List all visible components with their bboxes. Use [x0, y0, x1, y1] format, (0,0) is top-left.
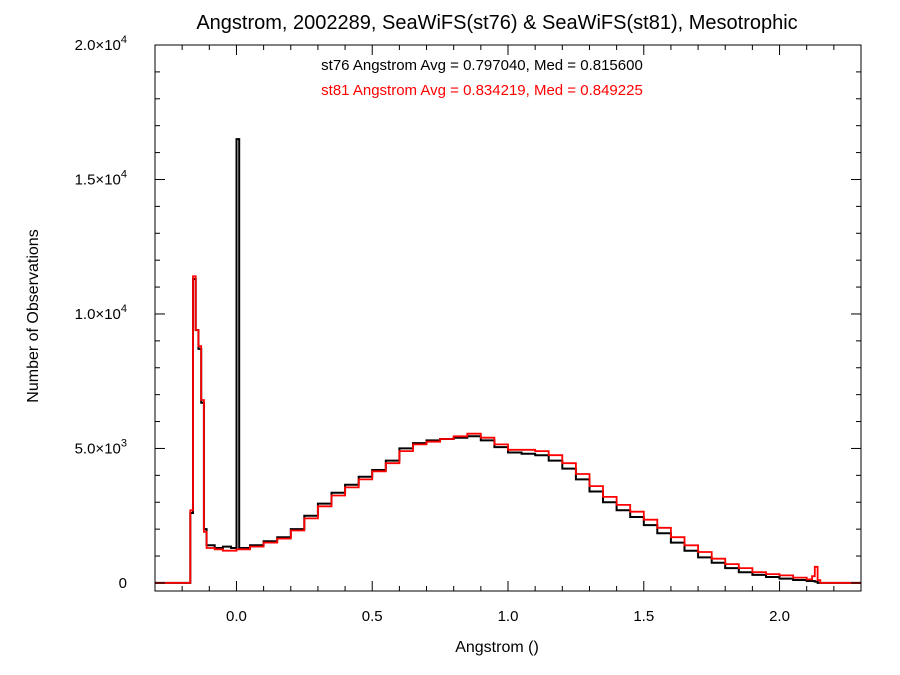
y-tick-label-4: 2.0×104	[75, 34, 127, 54]
y-tick-label-0: 0	[119, 575, 127, 592]
y-tick-label-2: 1.0×104	[75, 303, 127, 323]
y-tick-label-3: 1.5×104	[75, 168, 127, 188]
x-tick-label-4: 2.0	[769, 608, 790, 625]
plot-frame	[154, 44, 862, 592]
x-tick-label-1: 0.5	[362, 608, 383, 625]
x-tick-labels: 0.0 0.5 1.0 1.5 2.0	[226, 608, 790, 625]
x-axis-label: Angstrom ()	[455, 639, 539, 656]
series-line-0	[155, 138, 861, 584]
x-tick-label-3: 1.5	[633, 608, 654, 625]
series-line-1	[155, 275, 861, 584]
y-tick-label-1: 5.0×103	[75, 437, 127, 457]
plot-lines	[155, 138, 861, 584]
tick-marks	[155, 44, 861, 591]
chart-title: Angstrom, 2002289, SeaWiFS(st76) & SeaWi…	[196, 12, 797, 34]
y-axis-label: Number of Observations	[25, 229, 42, 402]
y-tick-labels: 0 5.0×103 1.0×104 1.5×104 2.0×104	[75, 34, 127, 592]
x-tick-label-0: 0.0	[226, 608, 247, 625]
x-tick-label-2: 1.0	[498, 608, 519, 625]
st81-stats-label: st81 Angstrom Avg = 0.834219, Med = 0.84…	[321, 82, 643, 99]
st76-stats-label: st76 Angstrom Avg = 0.797040, Med = 0.81…	[321, 57, 643, 74]
